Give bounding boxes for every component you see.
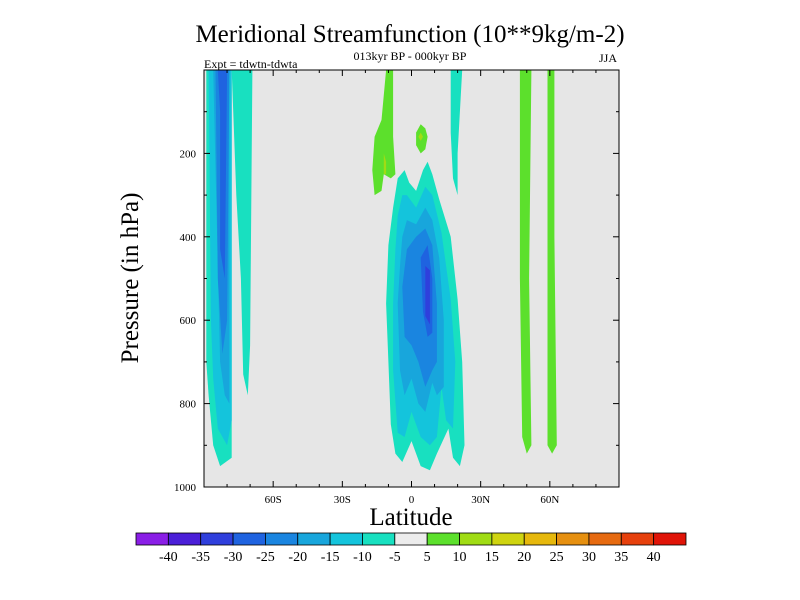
x-tick-label: 60S: [265, 494, 282, 506]
colorbar-label: -15: [321, 550, 340, 565]
x-tick-label: 30S: [334, 494, 351, 506]
colorbar-label: 10: [453, 550, 467, 565]
colorbar-swatch: [394, 532, 428, 546]
contour-region-14: [383, 153, 387, 175]
colorbar: -40 -35 -30 -25 -20 -15 -10 -5 5 10 15 20 25 30 35 40: [135, 532, 687, 565]
colorbar-swatch: [232, 532, 266, 546]
chart-subtitle: 013kyr BP - 000kyr BP: [354, 49, 467, 63]
colorbar-label: -30: [224, 550, 243, 565]
colorbar-label: -40: [159, 550, 178, 565]
colorbar-swatch: [265, 532, 299, 546]
colorbar-swatch: [200, 532, 234, 546]
y-tick-label: 600: [180, 315, 197, 327]
y-tick-label: 200: [180, 148, 197, 160]
contour-region-5: [217, 70, 228, 279]
x-axis-label: Latitude: [369, 504, 452, 531]
colorbar-label: 5: [424, 550, 431, 565]
x-axis-ticks: 60S 30S 0 30N 60N: [226, 70, 597, 506]
contour-region-18: [547, 70, 557, 454]
colorbar-swatch: [167, 532, 202, 546]
contour-region-17: [519, 70, 532, 454]
colorbar-swatch: [556, 532, 590, 546]
contour-region-16: [418, 132, 423, 141]
x-tick-label: 60N: [540, 494, 559, 506]
colorbar-swatch: [620, 532, 655, 546]
colorbar-swatch: [588, 532, 622, 546]
contour-region-12: [425, 266, 430, 325]
colorbar-swatch: [426, 532, 460, 546]
colorbar-label: -20: [288, 550, 307, 565]
colorbar-label: -35: [191, 550, 210, 565]
colorbar-label: 30: [582, 550, 596, 565]
colorbar-label: -25: [256, 550, 275, 565]
contour-region-1: [231, 70, 253, 396]
chart-title: Meridional Streamfunction (10**9kg/m-2): [195, 21, 624, 48]
x-tick-label: 0: [409, 494, 415, 506]
colorbar-swatch: [362, 532, 396, 546]
contour-regions: [206, 70, 557, 471]
y-tick-label: 800: [180, 399, 197, 411]
contour-region-7: [450, 70, 463, 196]
colorbar-swatch: [523, 532, 557, 546]
colorbar-label: 40: [647, 550, 661, 565]
colorbar-swatch: [491, 532, 525, 546]
y-axis-ticks: 200 400 600 800 1000: [174, 111, 619, 494]
experiment-label: Expt = tdwtn-tdwta: [204, 57, 298, 71]
colorbar-label: 20: [517, 550, 531, 565]
y-axis-label: Pressure (in hPa): [117, 193, 144, 364]
colorbar-swatch: [653, 532, 687, 546]
colorbar-swatch: [297, 532, 331, 546]
colorbar-label: 15: [485, 550, 499, 565]
colorbar-label: 25: [550, 550, 564, 565]
y-tick-label: 1000: [174, 482, 197, 494]
colorbar-label: -5: [389, 550, 401, 565]
y-tick-label: 400: [180, 232, 197, 244]
colorbar-swatch: [329, 532, 363, 546]
contour-region-13: [372, 70, 396, 196]
colorbar-swatch: [135, 532, 169, 546]
colorbar-label: -10: [353, 550, 372, 565]
x-tick-label: 30N: [471, 494, 490, 506]
colorbar-label: 35: [614, 550, 628, 565]
season-label: JJA: [599, 51, 617, 65]
colorbar-swatch: [459, 532, 493, 546]
